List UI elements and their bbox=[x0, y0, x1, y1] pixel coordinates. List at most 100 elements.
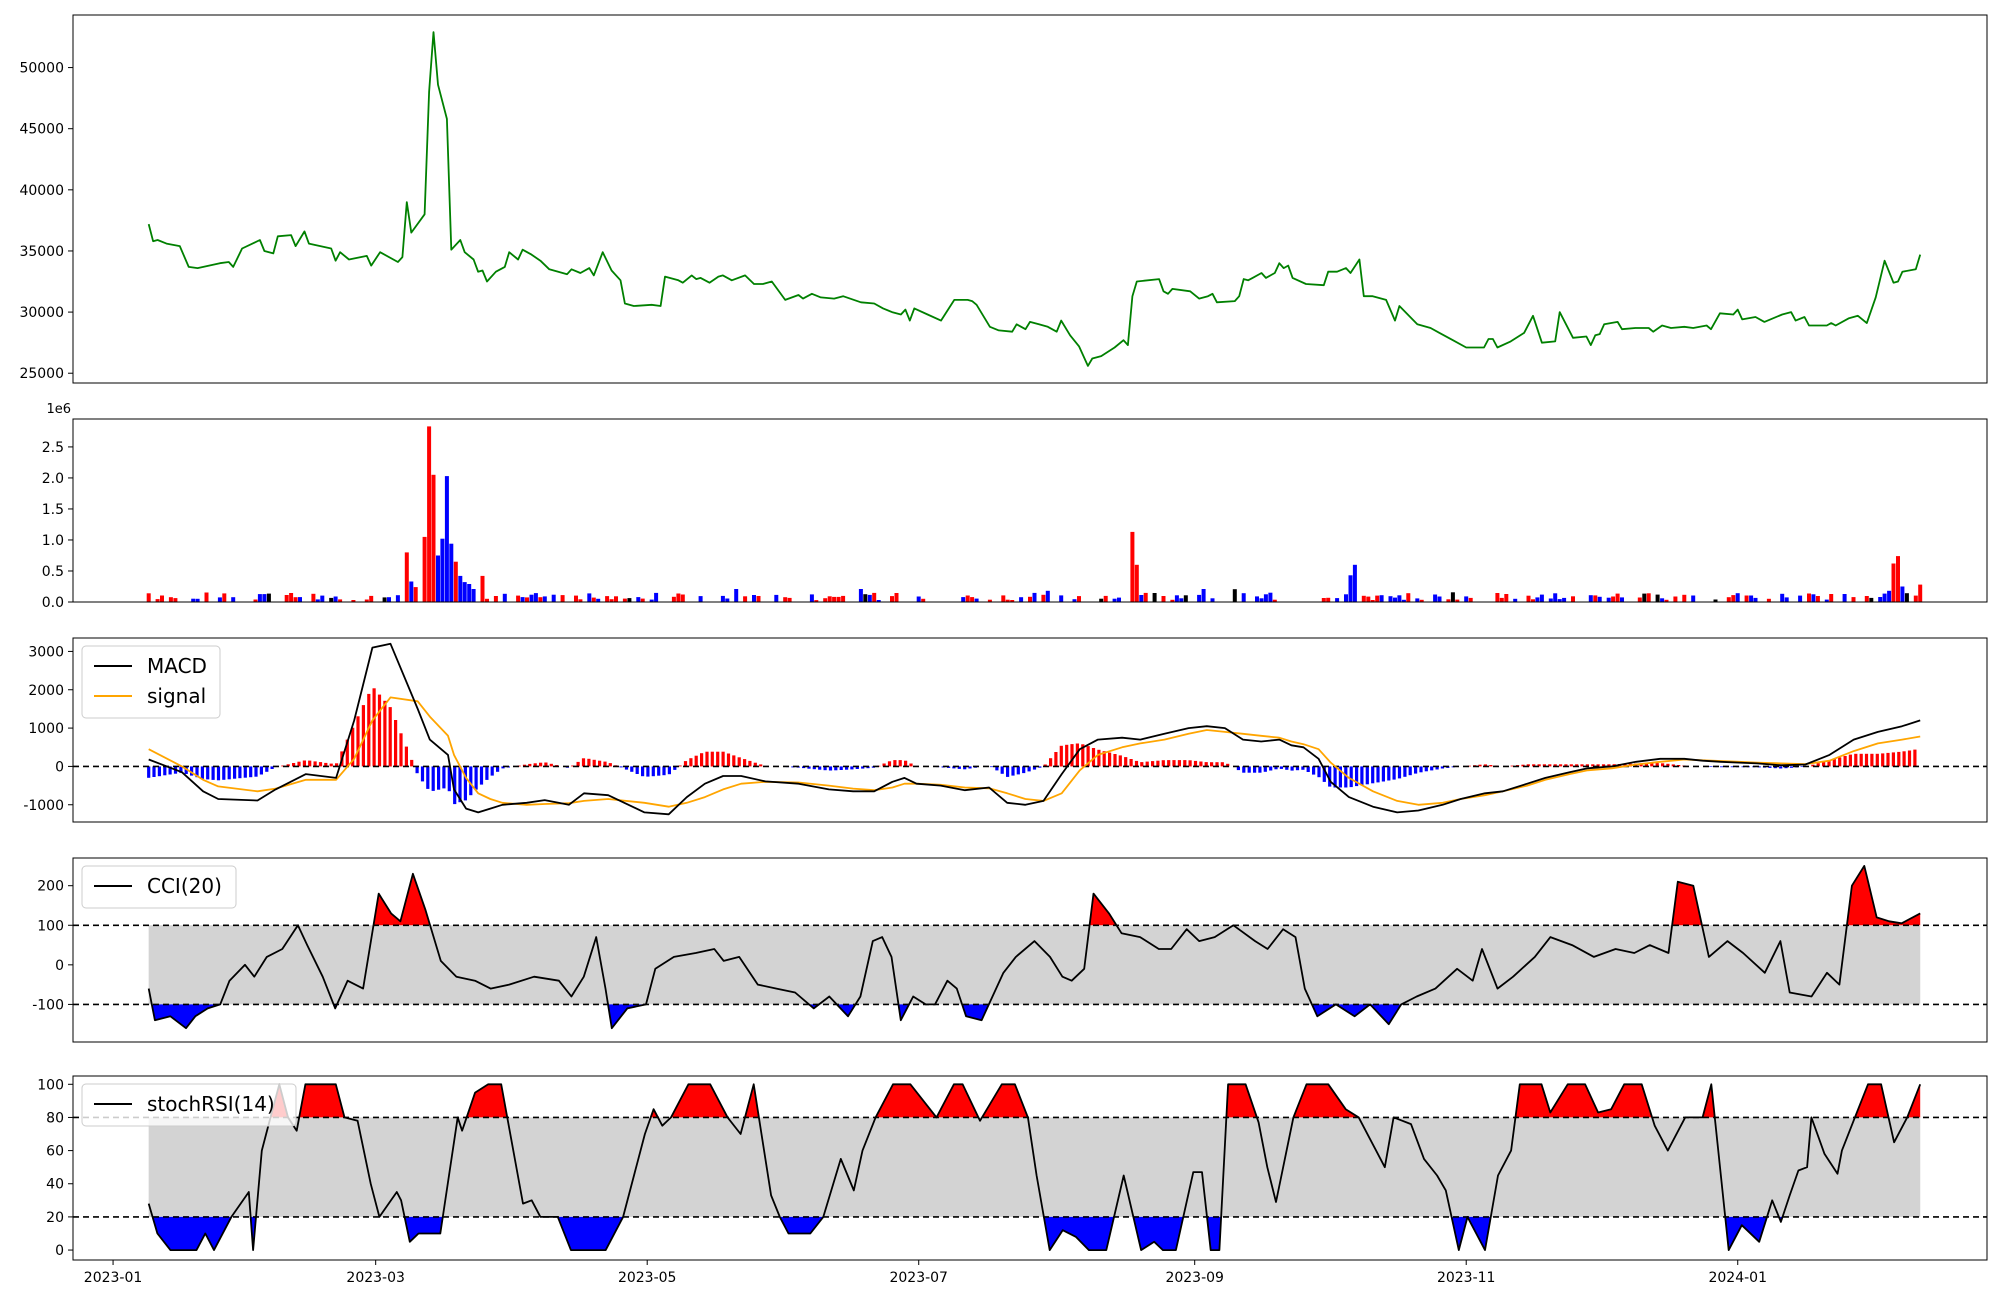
macd-panel: -1000 0 1000 2000 3000 MACD signal bbox=[23, 637, 1988, 823]
macd-histogram-bar bbox=[1848, 754, 1852, 767]
macd-histogram-bar bbox=[1913, 749, 1917, 767]
y-tick-label: 30000 bbox=[19, 305, 64, 321]
macd-histogram-bar bbox=[1279, 766, 1283, 769]
macd-histogram-bar bbox=[1108, 752, 1112, 767]
volume-bar bbox=[480, 575, 485, 602]
macd-histogram-bar bbox=[399, 733, 403, 767]
volume-bar bbox=[1713, 599, 1718, 602]
volume-bar bbox=[1784, 597, 1789, 602]
macd-histogram-bar bbox=[1215, 762, 1219, 767]
volume-bar bbox=[841, 595, 846, 602]
volume-bar bbox=[627, 598, 632, 602]
macd-histogram-bar bbox=[1387, 766, 1391, 781]
macd-histogram-bar bbox=[1467, 765, 1471, 767]
volume-bar bbox=[1437, 596, 1442, 602]
volume-bar bbox=[587, 593, 592, 602]
macd-histogram-bar bbox=[1655, 763, 1659, 767]
macd-histogram-bar bbox=[1800, 766, 1804, 767]
volume-bar bbox=[1375, 595, 1380, 602]
macd-histogram-bar bbox=[1435, 766, 1439, 770]
volume-bar bbox=[591, 597, 596, 602]
macd-histogram-bar bbox=[887, 761, 892, 767]
volume-bar bbox=[1117, 597, 1121, 602]
macd-histogram-bar bbox=[1145, 761, 1149, 767]
macd-histogram-bar bbox=[404, 746, 408, 767]
macd-histogram-bar bbox=[1414, 766, 1418, 774]
volume-bar bbox=[654, 592, 659, 602]
volume-bar bbox=[257, 594, 262, 602]
y-tick-label: 45000 bbox=[19, 122, 64, 138]
macd-histogram-bar bbox=[442, 766, 446, 789]
macd-histogram-bar bbox=[383, 700, 387, 767]
macd-histogram-bar bbox=[1070, 744, 1074, 767]
y-tick-label: 0 bbox=[55, 759, 64, 775]
volume-bar bbox=[538, 597, 543, 602]
macd-histogram-bar bbox=[1553, 764, 1557, 767]
macd-histogram-bar bbox=[1526, 764, 1530, 767]
macd-histogram-bar bbox=[302, 760, 306, 767]
macd-histogram-bar bbox=[989, 766, 994, 768]
volume-bar bbox=[698, 596, 703, 602]
macd-histogram-bar bbox=[630, 766, 634, 772]
macd-histogram-bar bbox=[1548, 764, 1552, 767]
macd-histogram-bar bbox=[1639, 763, 1643, 767]
volume-bar bbox=[431, 474, 436, 602]
volume-bar bbox=[560, 595, 565, 602]
axes-frame bbox=[72, 857, 1988, 1043]
macd-histogram-bar bbox=[1322, 766, 1326, 782]
volume-bar bbox=[195, 598, 200, 602]
macd-histogram-bar bbox=[270, 766, 274, 769]
macd-histogram-bar bbox=[1054, 752, 1058, 767]
macd-histogram-bar bbox=[1816, 763, 1820, 767]
volume-bar bbox=[320, 595, 325, 602]
volume-bar bbox=[836, 596, 841, 602]
volume-bar bbox=[1553, 593, 1558, 602]
macd-histogram-bar bbox=[1784, 766, 1788, 769]
volume-bar bbox=[525, 597, 529, 602]
y-tick-label: 2.5 bbox=[42, 440, 64, 456]
macd-histogram-bar bbox=[211, 766, 215, 780]
volume-bar bbox=[1139, 595, 1144, 602]
volume-bar bbox=[1535, 597, 1540, 602]
macd-histogram-bar bbox=[426, 766, 430, 789]
volume-bar bbox=[605, 596, 610, 602]
macd-histogram-bar bbox=[995, 766, 999, 771]
macd-histogram-bar bbox=[1124, 757, 1128, 767]
macd-histogram-bar bbox=[157, 766, 161, 777]
x-tick-label: 2023-11 bbox=[1437, 1270, 1496, 1286]
volume-bar bbox=[1321, 598, 1326, 602]
macd-histogram-bar bbox=[1263, 766, 1267, 772]
volume-bar bbox=[146, 593, 151, 602]
y-tick-label: 35000 bbox=[19, 244, 64, 260]
volume-bar bbox=[1620, 597, 1624, 602]
macd-histogram-bar bbox=[1430, 766, 1434, 771]
volume-bar bbox=[311, 593, 316, 602]
macd-histogram-bar bbox=[437, 766, 441, 790]
macd-histogram-bar bbox=[1091, 748, 1096, 767]
macd-histogram-bar bbox=[163, 766, 167, 776]
macd-histogram-bar bbox=[1891, 752, 1895, 767]
volume-bar bbox=[1259, 598, 1264, 602]
macd-histogram-bar bbox=[1875, 753, 1879, 767]
macd-histogram-bar bbox=[490, 766, 494, 776]
axes-frame bbox=[72, 637, 1988, 823]
macd-histogram-bar bbox=[1199, 761, 1203, 767]
macd-histogram-bar bbox=[1317, 766, 1321, 778]
macd-histogram-bar bbox=[345, 739, 349, 767]
macd-histogram-bar bbox=[517, 765, 521, 767]
overbought-fill bbox=[148, 1084, 1921, 1118]
volume-bar bbox=[551, 594, 556, 602]
volume-bar bbox=[1548, 598, 1553, 602]
macd-histogram-bar bbox=[1440, 766, 1444, 769]
macd-histogram-bar bbox=[1661, 763, 1665, 767]
volume-bar bbox=[502, 593, 507, 602]
y-tick-label: 2000 bbox=[28, 683, 64, 699]
volume-bar bbox=[1241, 593, 1246, 602]
macd-histogram-bar bbox=[882, 763, 886, 767]
volume-bar bbox=[1887, 590, 1892, 602]
macd-histogram-bar bbox=[249, 766, 253, 778]
volume-bar bbox=[1646, 593, 1651, 602]
macd-histogram-bar bbox=[1027, 766, 1031, 772]
macd-histogram-bar bbox=[732, 755, 736, 767]
